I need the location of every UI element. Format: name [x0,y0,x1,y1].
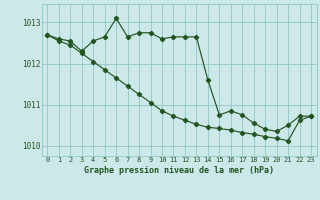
X-axis label: Graphe pression niveau de la mer (hPa): Graphe pression niveau de la mer (hPa) [84,166,274,175]
